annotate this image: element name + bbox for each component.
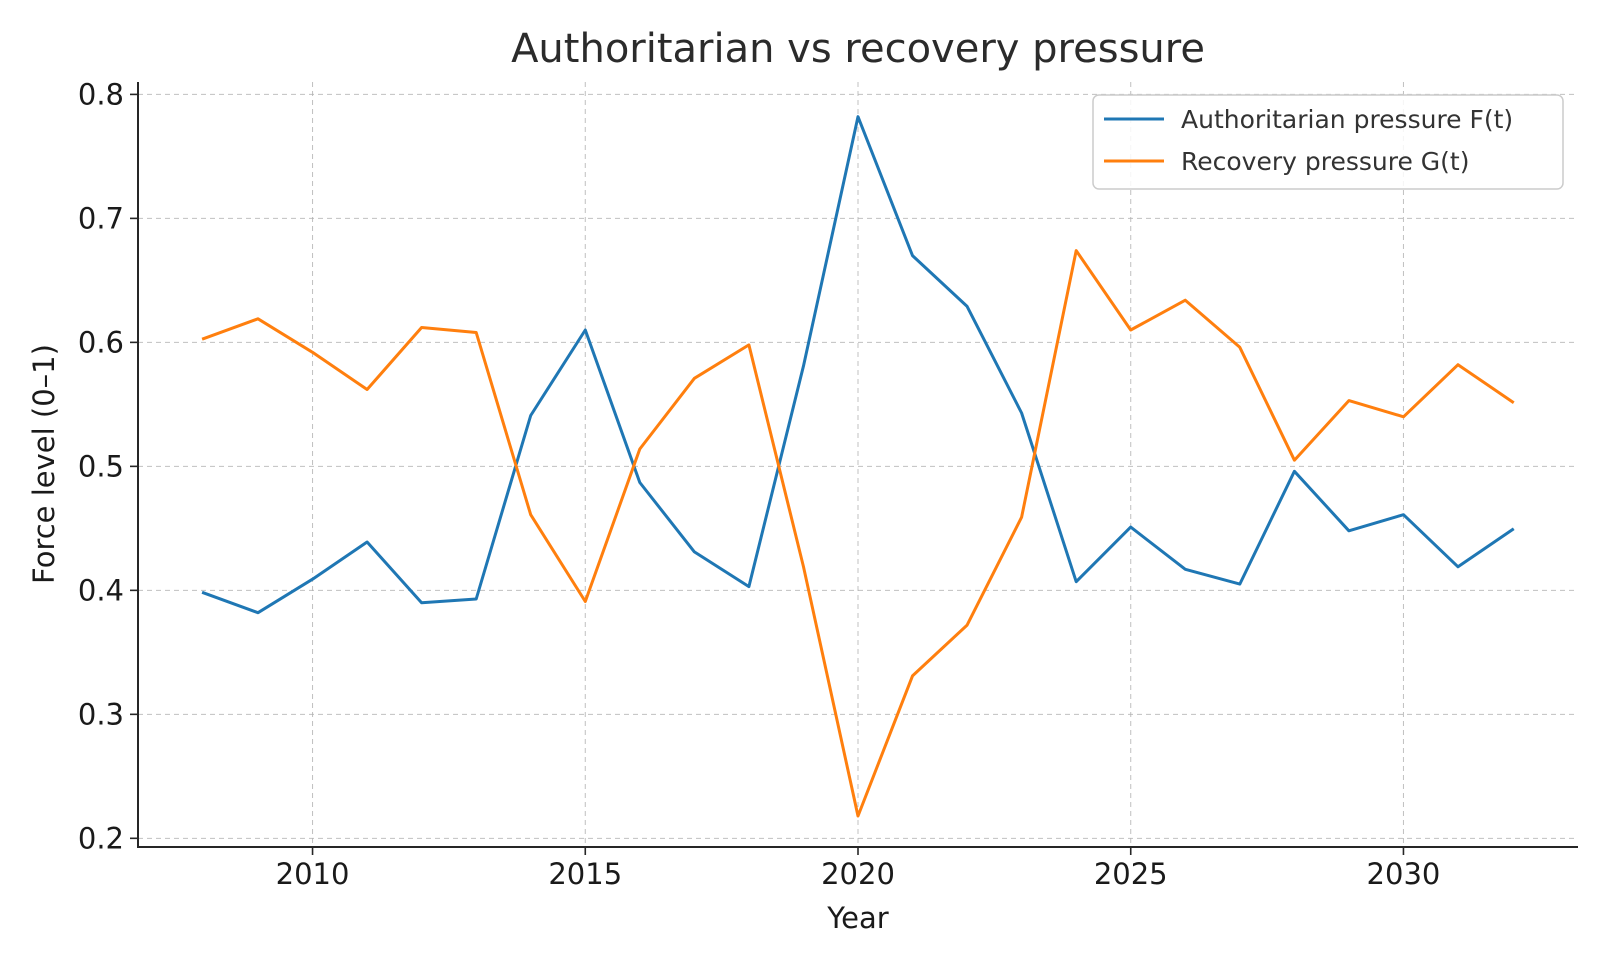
x-tick-label: 2025 bbox=[1094, 857, 1168, 891]
series-line-recovery bbox=[201, 249, 1515, 818]
y-tick-label: 0.3 bbox=[78, 697, 124, 731]
legend: Authoritarian pressure F(t) Recovery pre… bbox=[1092, 94, 1564, 190]
y-tick-label: 0.6 bbox=[78, 325, 124, 359]
ticks: 2010 2015 2020 2025 2030 0.2 0.3 0.4 0.5 0.6 0.7 0.… bbox=[78, 77, 1440, 891]
y-axis-label: Force level (0–1) bbox=[27, 344, 61, 584]
y-tick-label: 0.4 bbox=[78, 573, 124, 607]
chart-title: Authoritarian vs recovery pressure bbox=[511, 26, 1205, 72]
x-axis-label: Year bbox=[826, 901, 888, 935]
x-tick-label: 2010 bbox=[276, 857, 350, 891]
series-line-authoritarian bbox=[201, 115, 1515, 615]
x-tick-label: 2015 bbox=[548, 857, 622, 891]
y-tick-label: 0.5 bbox=[78, 449, 124, 483]
y-tick-label: 0.2 bbox=[78, 821, 124, 855]
y-tick-label: 0.8 bbox=[78, 77, 124, 111]
legend-label-authoritarian: Authoritarian pressure F(t) bbox=[1181, 105, 1513, 134]
y-tick-label: 0.7 bbox=[78, 201, 124, 235]
grid-lines bbox=[138, 82, 1578, 847]
x-tick-label: 2020 bbox=[821, 857, 895, 891]
x-tick-label: 2030 bbox=[1367, 857, 1441, 891]
series-lines bbox=[201, 115, 1515, 818]
legend-entry: Recovery pressure G(t) bbox=[1104, 147, 1469, 176]
legend-box bbox=[1092, 94, 1564, 190]
legend-entry: Authoritarian pressure F(t) bbox=[1104, 105, 1513, 134]
legend-label-recovery: Recovery pressure G(t) bbox=[1181, 147, 1469, 176]
